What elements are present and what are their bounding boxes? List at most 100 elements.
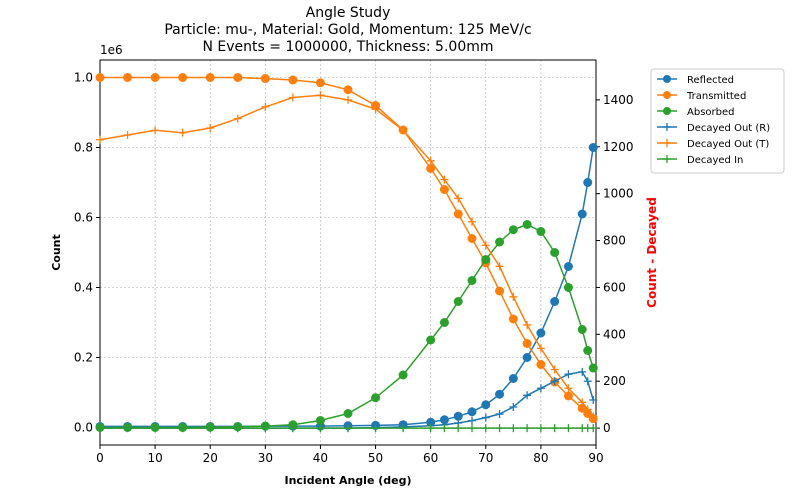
series-5-point-25 <box>589 424 598 433</box>
y-right-tick-label-2: 400 <box>603 327 626 341</box>
series-0-point-20 <box>536 328 546 338</box>
series-1-point-18 <box>508 314 518 324</box>
series-4-point-12 <box>426 156 435 165</box>
legend-label-0: Reflected <box>687 75 734 86</box>
series-2-point-12 <box>426 335 436 345</box>
series-5-point-12 <box>426 424 435 433</box>
y-axis-label-left: Count <box>50 234 63 271</box>
y-left-tick-label-4: 0.8 <box>74 141 93 155</box>
series-4-point-24 <box>583 405 592 414</box>
series-2-point-24 <box>583 346 593 355</box>
y-right-tick-label-1: 200 <box>603 374 626 388</box>
series-1-point-1 <box>123 73 133 82</box>
y-left-tick-label-2: 0.4 <box>74 281 93 295</box>
series-2-point-21 <box>550 248 560 257</box>
series-line-0 <box>100 147 594 428</box>
series-5-point-2 <box>151 424 160 433</box>
series-0-point-13 <box>439 415 449 425</box>
series-5-point-11 <box>399 424 408 433</box>
series-2-point-20 <box>536 227 546 236</box>
series-1-point-19 <box>522 339 532 348</box>
series-2-point-18 <box>508 225 518 235</box>
series-1-point-14 <box>453 209 463 219</box>
y-left-tick-label-3: 0.6 <box>74 211 93 225</box>
series-1-point-13 <box>439 185 449 194</box>
series-3-point-19 <box>523 391 532 400</box>
x-tick-label-1: 10 <box>147 451 162 465</box>
legend-box <box>650 68 785 174</box>
series-2-point-17 <box>495 237 505 247</box>
y-right-tick-label-6: 1200 <box>603 140 634 154</box>
series-2-point-22 <box>563 283 573 292</box>
legend-marker-0 <box>663 75 671 83</box>
series-1-point-3 <box>178 73 188 82</box>
series-4-point-14 <box>454 194 463 203</box>
series-2-point-13 <box>439 318 449 327</box>
series-3-point-25 <box>589 395 598 404</box>
series-4-point-0 <box>96 135 104 144</box>
series-1-point-17 <box>495 286 505 296</box>
series-5-point-13 <box>440 424 449 433</box>
legend-label-1: Transmitted <box>686 91 746 102</box>
y-right-tick-label-3: 600 <box>603 280 626 294</box>
series-4-point-22 <box>564 384 573 393</box>
series-4-point-13 <box>440 175 449 184</box>
series-1-point-4 <box>205 73 215 82</box>
series-5-point-1 <box>123 424 132 433</box>
series-2-point-8 <box>315 416 325 425</box>
series-5-point-0 <box>96 424 104 433</box>
series-5-point-16 <box>481 424 490 433</box>
x-tick-label-8: 80 <box>533 451 548 465</box>
series-line-3 <box>100 370 594 429</box>
series-0-point-16 <box>481 400 491 410</box>
series-3-point-24 <box>583 377 592 386</box>
y-right-tick-label-4: 800 <box>603 234 626 248</box>
series-3-point-18 <box>509 403 518 412</box>
y-left-tick-label-0: 0.0 <box>74 421 93 435</box>
series-5-point-5 <box>233 424 242 433</box>
series-2-point-23 <box>577 325 587 334</box>
series-3-point-20 <box>536 384 545 393</box>
x-axis-label: Incident Angle (deg) <box>284 474 411 487</box>
series-1-point-0 <box>95 73 105 82</box>
series-0-point-14 <box>453 411 463 421</box>
x-tick-label-0: 0 <box>96 451 104 465</box>
chart-title-line-1: Particle: mu-, Material: Gold, Momentum:… <box>164 22 531 38</box>
series-5-point-21 <box>550 424 559 433</box>
series-2-point-14 <box>453 297 463 306</box>
series-0-point-15 <box>467 407 477 417</box>
x-tick-label-2: 20 <box>203 451 218 465</box>
series-line-2 <box>100 223 594 429</box>
series-4-point-11 <box>399 126 408 135</box>
series-4-point-9 <box>344 95 352 104</box>
series-3-point-21 <box>550 377 559 386</box>
legend-marker-4 <box>663 139 671 147</box>
legend-marker-1 <box>663 91 671 99</box>
series-5-point-6 <box>261 424 270 433</box>
series-5-point-18 <box>509 424 518 433</box>
x-tick-label-9: 90 <box>588 451 603 465</box>
series-4-point-25 <box>589 412 598 421</box>
series-3-point-17 <box>495 410 504 419</box>
series-4-point-16 <box>481 241 490 250</box>
chart-title-line-0: Angle Study <box>306 5 391 21</box>
legend-marker-3 <box>663 123 671 131</box>
series-2-point-19 <box>522 220 532 229</box>
series-4-point-6 <box>261 102 270 111</box>
series-line-1 <box>100 76 594 420</box>
series-2-point-25 <box>588 363 598 373</box>
series-2-point-11 <box>398 370 408 380</box>
series-1-point-20 <box>536 360 546 369</box>
y-right-tick-label-5: 1000 <box>603 187 634 201</box>
series-5-point-4 <box>206 424 215 433</box>
y-right-tick-label-7: 1400 <box>603 93 634 107</box>
series-5-point-8 <box>316 424 325 433</box>
series-3-point-22 <box>564 370 573 379</box>
legend-label-3: Decayed Out (R) <box>687 123 770 134</box>
series-4-point-17 <box>495 262 504 271</box>
series-0-point-22 <box>563 262 573 271</box>
series-1-point-15 <box>467 234 477 243</box>
series-1-point-12 <box>426 164 436 173</box>
chart-title-line-2: N Events = 1000000, Thickness: 5.00mm <box>202 39 493 55</box>
